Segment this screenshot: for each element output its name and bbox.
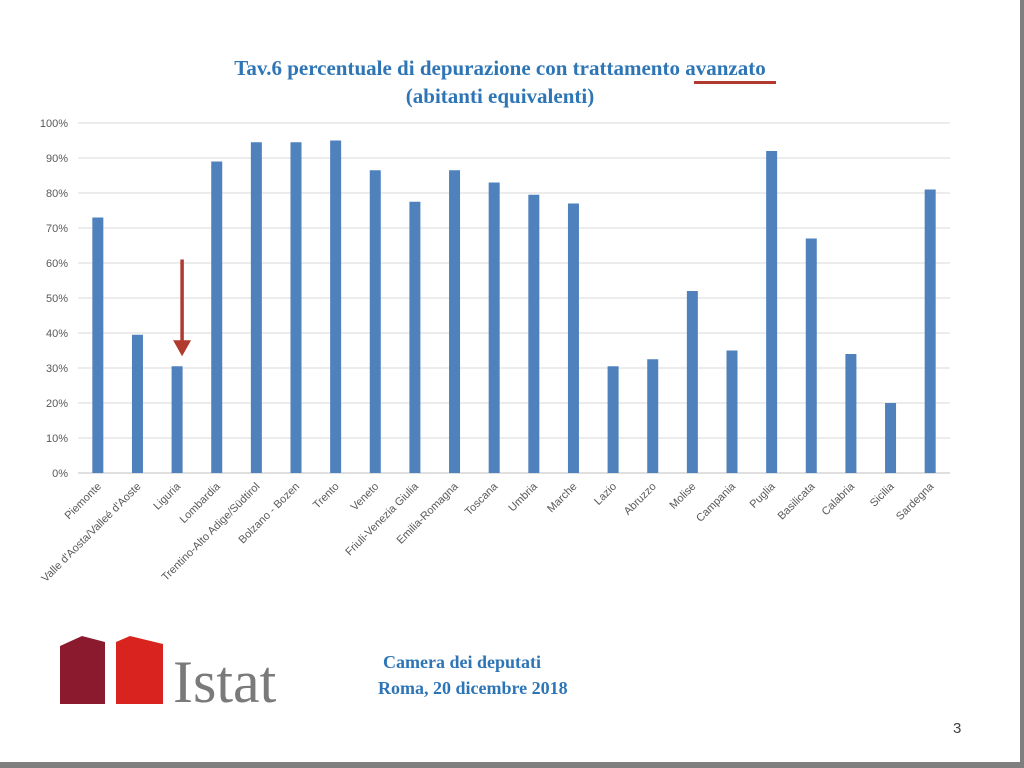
bar — [528, 194, 540, 473]
chart-title-highlight: avanzato — [685, 56, 766, 80]
logo-text: Istat — [173, 649, 277, 706]
x-tick-label: Sicilia — [868, 480, 897, 509]
highlight-arrow-icon — [173, 259, 192, 357]
bar — [250, 142, 262, 473]
y-tick-label: 20% — [46, 398, 68, 410]
bar-chart: 0% 10% 20% 30% 40% 50% 60% 70% 80% 90% 100% Piemon… — [39, 118, 950, 585]
logo-red-block — [116, 636, 163, 704]
bar — [92, 217, 104, 473]
y-tick-label: 70% — [46, 223, 68, 235]
logo-dark-red-block — [60, 636, 105, 704]
x-tick-label: Puglia — [748, 480, 779, 511]
bar — [131, 334, 143, 473]
y-tick-label: 40% — [46, 328, 68, 340]
x-tick-label: Abruzzo — [622, 481, 659, 518]
y-tick-label: 30% — [46, 363, 68, 375]
x-tick-label: Molise — [668, 481, 699, 512]
x-tick-label: Calabria — [820, 480, 858, 518]
y-tick-label: 60% — [46, 258, 68, 270]
x-tick-label: Piemonte — [63, 481, 104, 522]
istat-logo: Istat — [58, 634, 308, 715]
bars — [92, 140, 936, 473]
bar — [449, 170, 461, 473]
x-tick-label: Liguria — [151, 480, 183, 512]
x-tick-label: Campania — [694, 480, 739, 525]
bar — [805, 238, 817, 473]
footer-line1: Camera dei deputati — [383, 652, 541, 672]
bar — [726, 350, 738, 473]
x-tick-label: Friuli-Venezia Giulia — [343, 480, 421, 558]
y-tick-label: 80% — [46, 188, 68, 200]
bar — [290, 142, 302, 473]
x-tick-label: Sardegna — [894, 480, 937, 523]
bar — [607, 366, 619, 473]
footer-line2: Roma, 20 dicembre 2018 — [378, 678, 568, 698]
y-tick-label: 50% — [46, 293, 68, 305]
bar — [171, 366, 183, 473]
bar — [647, 359, 659, 473]
chart-title-prefix: Tav.6 percentuale di depurazione con tra… — [234, 56, 686, 80]
chart-title-line2: (abitanti equivalenti) — [405, 84, 595, 108]
bar — [845, 354, 857, 473]
bar — [885, 403, 897, 473]
x-tick-label: Toscana — [463, 480, 501, 518]
bar — [369, 170, 381, 473]
bar — [211, 161, 223, 473]
x-tick-label: Trento — [311, 481, 342, 512]
x-tick-label: Lazio — [592, 481, 619, 508]
x-tick-label: Veneto — [349, 481, 382, 514]
x-tick-label: Umbria — [506, 480, 540, 514]
y-tick-label: 10% — [46, 433, 68, 445]
chart-title-line1: Tav.6 percentuale di depurazione con tra… — [0, 56, 1000, 81]
x-tick-label: Marche — [545, 481, 579, 515]
bar — [567, 203, 579, 473]
page-number: 3 — [953, 720, 962, 737]
x-tick-label: Basilicata — [776, 480, 818, 522]
bar — [766, 151, 778, 473]
arrow-head — [173, 340, 192, 357]
bar — [330, 140, 342, 473]
bar — [924, 189, 936, 473]
title-underline — [694, 81, 776, 84]
y-tick-label: 90% — [46, 153, 68, 165]
y-axis-ticks: 0% 10% 20% 30% 40% 50% 60% 70% 80% 90% 100% — [40, 118, 68, 480]
bar — [488, 182, 500, 473]
bar — [686, 291, 698, 473]
y-tick-label: 0% — [52, 468, 68, 480]
y-tick-label: 100% — [40, 118, 68, 130]
bar — [409, 201, 421, 473]
gridlines — [78, 122, 950, 474]
